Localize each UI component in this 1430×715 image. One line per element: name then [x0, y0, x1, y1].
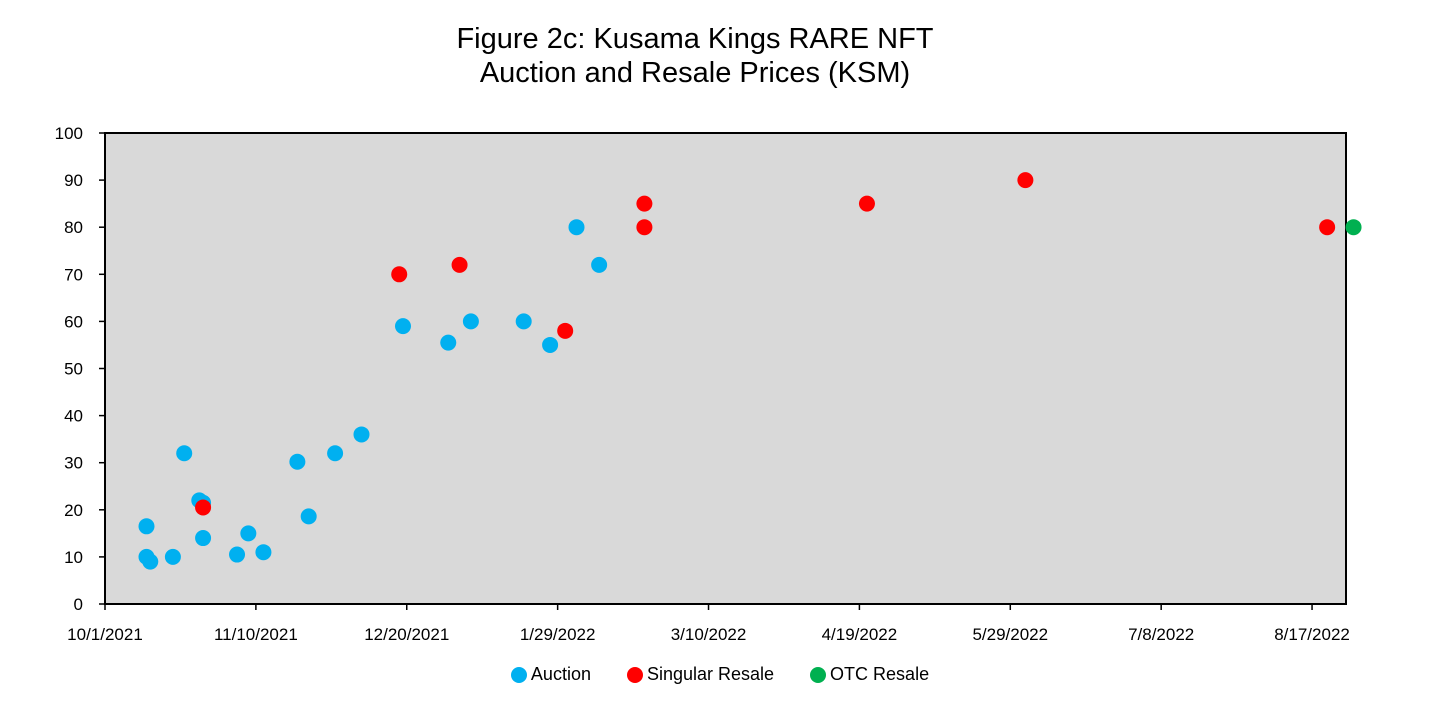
singular-resale-point: [195, 499, 212, 516]
y-tick-label: 80: [64, 218, 83, 237]
auction-point: [327, 445, 344, 462]
auction-point: [255, 544, 272, 561]
x-tick-label: 1/29/2022: [520, 625, 596, 644]
auction-point: [591, 256, 608, 273]
legend-item-otc-resale: OTC Resale: [810, 664, 929, 685]
y-tick-label: 30: [64, 454, 83, 473]
legend-item-singular-resale: Singular Resale: [626, 664, 775, 685]
x-tick-label: 7/8/2022: [1128, 625, 1194, 644]
singular-resale-point: [451, 256, 468, 273]
legend-swatch-auction: [510, 666, 527, 683]
y-tick-label: 70: [64, 265, 83, 284]
legend-label-singular-resale: Singular Resale: [646, 664, 775, 684]
x-tick-label: 3/10/2022: [671, 625, 747, 644]
legend-swatch-otc-resale: [810, 666, 827, 683]
x-tick-label: 12/20/2021: [364, 625, 449, 644]
y-tick-label: 0: [74, 595, 83, 614]
y-tick-label: 100: [55, 124, 83, 143]
chart-title-line-2: Auction and Resale Prices (KSM): [479, 57, 911, 89]
auction-point: [300, 508, 317, 525]
auction-point: [289, 453, 306, 470]
y-axis: 0 10 20 30 40 50 60 70 80 90 100: [55, 124, 105, 614]
auction-point: [515, 313, 532, 330]
y-tick-label: 60: [64, 312, 83, 331]
auction-point: [394, 318, 411, 335]
auction-point: [568, 219, 585, 236]
x-tick-label: 10/1/2021: [67, 625, 143, 644]
plot-area: [104, 132, 1347, 605]
chart-legend: Auction Singular Resale OTC Resale: [0, 664, 1430, 685]
x-tick-label: 5/29/2022: [972, 625, 1048, 644]
legend-label-otc-resale: OTC Resale: [830, 664, 930, 684]
singular-resale-point: [391, 266, 408, 283]
data-points: [138, 172, 1362, 570]
singular-resale-point: [858, 195, 875, 212]
singular-resale-point: [636, 219, 653, 236]
singular-resale-point: [557, 322, 574, 339]
auction-point: [176, 445, 193, 462]
x-tick-label: 8/17/2022: [1274, 625, 1350, 644]
chart-title-line-1: Figure 2c: Kusama Kings RARE NFT: [456, 23, 934, 55]
auction-point: [164, 548, 181, 565]
auction-point: [240, 525, 257, 542]
y-tick-label: 50: [64, 360, 83, 379]
y-tick-label: 10: [64, 548, 83, 567]
auction-point: [195, 530, 212, 547]
singular-resale-point: [1017, 172, 1034, 189]
legend-swatch-singular-resale: [626, 666, 643, 683]
x-tick-label: 11/10/2021: [214, 625, 298, 644]
auction-point: [229, 546, 246, 563]
y-tick-label: 20: [64, 501, 83, 520]
auction-point: [542, 336, 559, 353]
x-axis: 10/1/2021 11/10/2021 12/20/2021 1/29/2022 3/…: [67, 604, 1350, 644]
auction-point: [138, 518, 155, 535]
auction-point: [462, 313, 479, 330]
legend-item-auction: Auction: [510, 664, 591, 685]
singular-resale-point: [636, 195, 653, 212]
legend-label-auction: Auction: [530, 664, 591, 684]
y-tick-label: 40: [64, 407, 83, 426]
y-tick-label: 90: [64, 171, 83, 190]
singular-resale-point: [1319, 219, 1336, 236]
auction-point: [353, 426, 370, 443]
chart-title: Figure 2c: Kusama Kings RARE NFT Auction…: [0, 22, 1390, 90]
x-tick-label: 4/19/2022: [822, 625, 898, 644]
scatter-chart: 0 10 20 30 40 50 60 70 80 90 100 10/1/2021 11/10/20…: [55, 124, 1362, 644]
auction-point: [142, 553, 159, 570]
auction-point: [440, 334, 457, 351]
otc-resale-point: [1345, 219, 1362, 236]
